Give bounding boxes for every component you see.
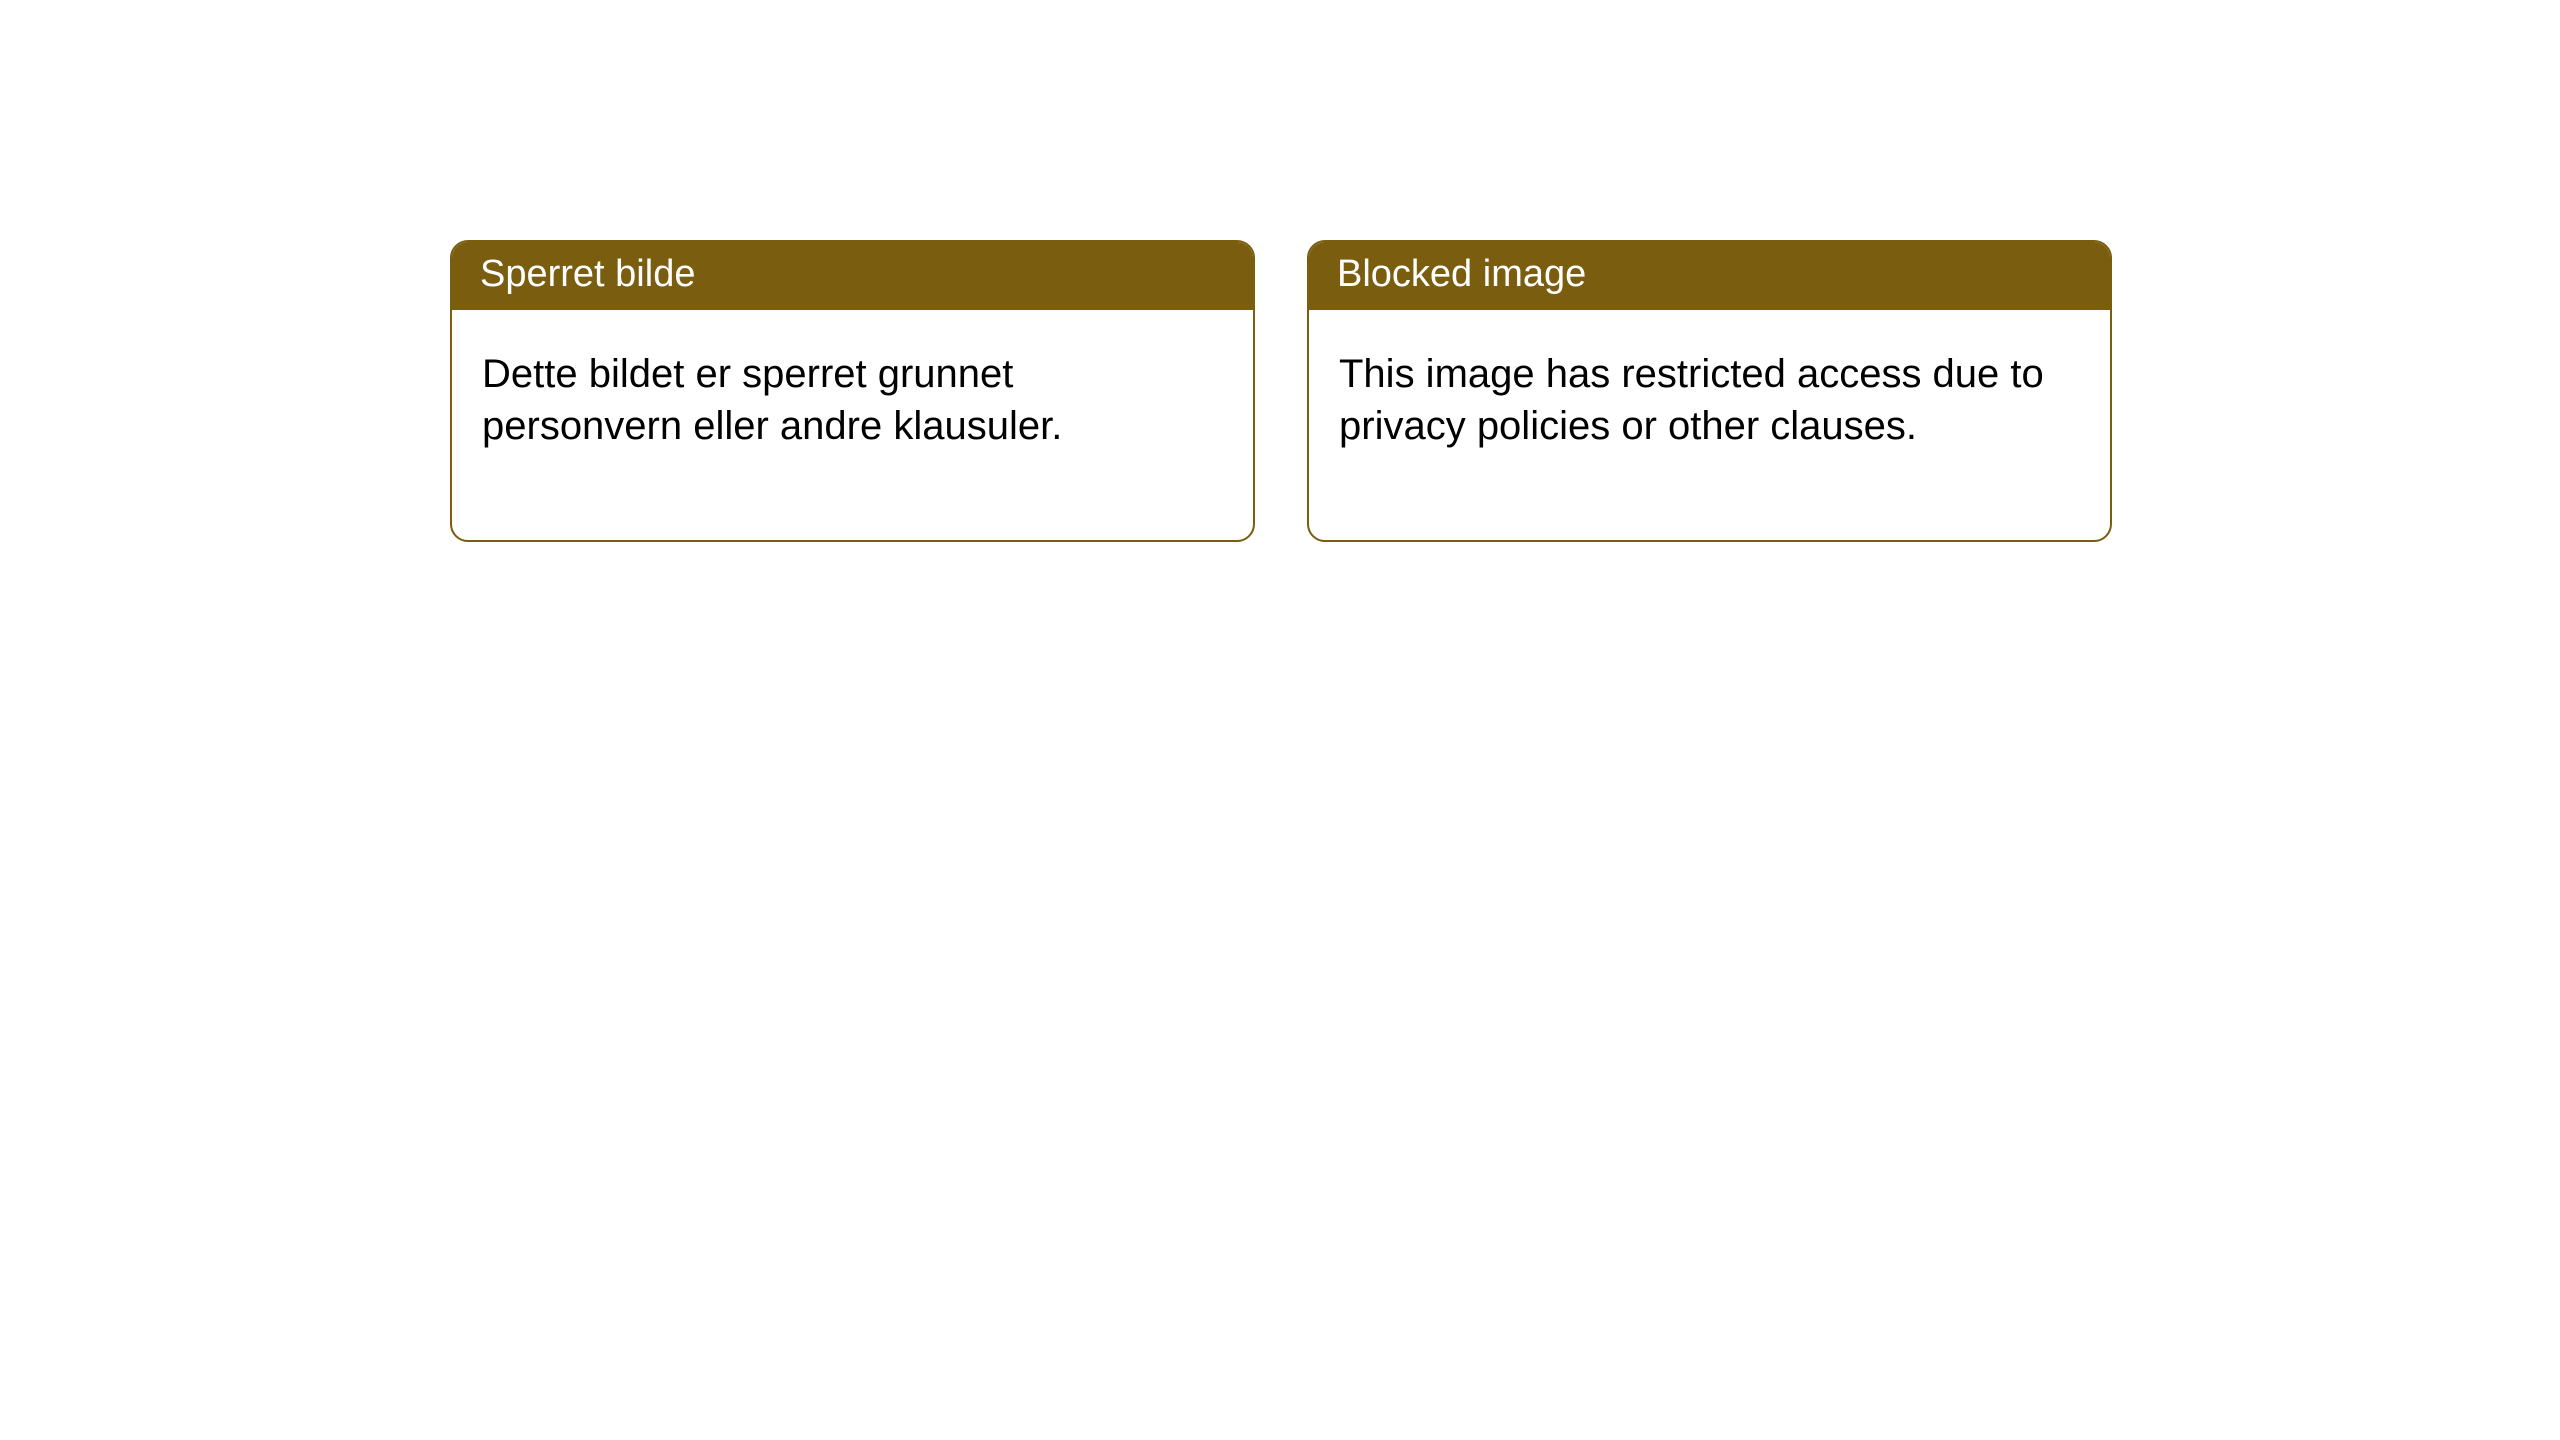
notice-title-english: Blocked image bbox=[1309, 242, 2110, 310]
notice-card-english: Blocked image This image has restricted … bbox=[1307, 240, 2112, 542]
notice-title-norwegian: Sperret bilde bbox=[452, 242, 1253, 310]
notice-body-english: This image has restricted access due to … bbox=[1309, 310, 2110, 540]
notice-card-norwegian: Sperret bilde Dette bildet er sperret gr… bbox=[450, 240, 1255, 542]
notice-body-norwegian: Dette bildet er sperret grunnet personve… bbox=[452, 310, 1253, 540]
notice-container: Sperret bilde Dette bildet er sperret gr… bbox=[0, 0, 2560, 542]
